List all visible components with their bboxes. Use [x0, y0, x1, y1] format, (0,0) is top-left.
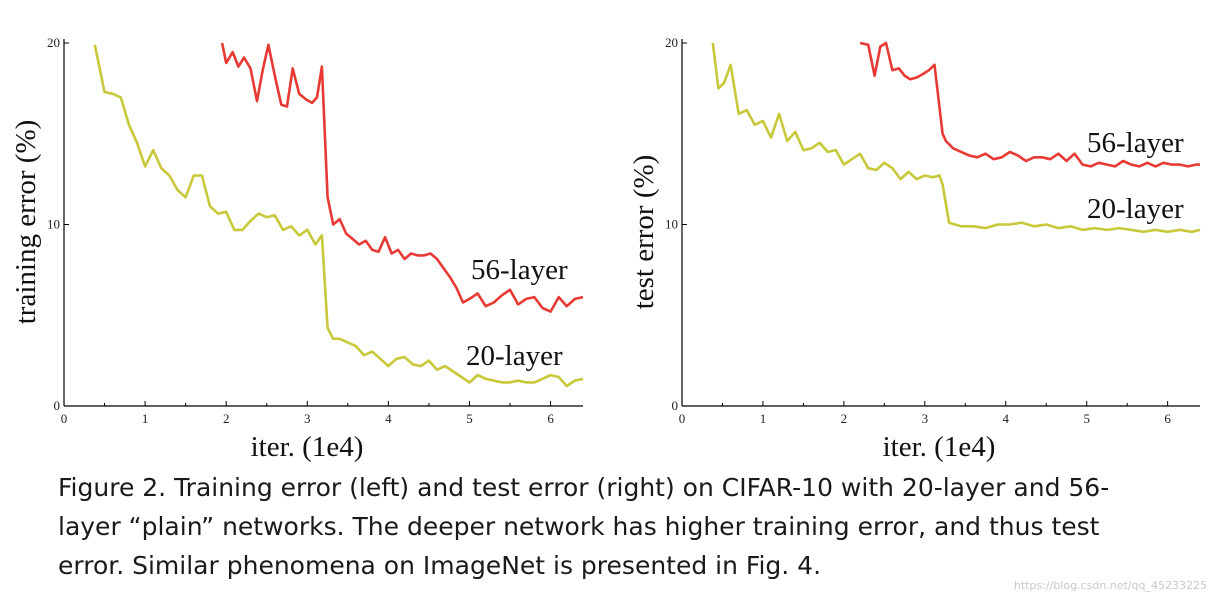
test-series-20-layer-line	[711, 42, 1201, 234]
train-series-56-layer-line	[220, 42, 584, 313]
test-x-tick-label: 4	[1003, 411, 1010, 426]
train-series-20-layer-label: 20-layer	[466, 340, 563, 372]
test-series-20-layer-label: 20-layer	[1087, 193, 1184, 225]
train-x-tick-label: 2	[223, 411, 230, 426]
test-y-tick-label: 20	[665, 35, 678, 50]
test-x-tick-label: 3	[922, 411, 929, 426]
test-x-tick-label: 5	[1083, 411, 1090, 426]
train-series-20-layer-line	[93, 44, 584, 388]
test-x-tick-label: 1	[760, 411, 767, 426]
train-x-tick-label: 4	[385, 411, 392, 426]
watermark: https://blog.csdn.net/qq_45233225	[1013, 579, 1207, 592]
test-x-axis-title: iter. (1e4)	[883, 431, 996, 463]
train-x-tick-label: 5	[466, 411, 473, 426]
train-x-axis-title: iter. (1e4)	[251, 431, 364, 463]
test-y-axis-title: test error (%)	[628, 155, 660, 310]
train-x-tick-label: 0	[61, 411, 68, 426]
train-x-tick-label: 1	[142, 411, 149, 426]
train-y-tick-label: 10	[47, 217, 60, 232]
test-y-tick-label: 0	[672, 398, 679, 413]
test-x-tick-label: 2	[841, 411, 848, 426]
test-x-tick-label: 0	[679, 411, 686, 426]
train-series-56-layer-label: 56-layer	[471, 254, 568, 286]
test-error-chart: 0 1 2 3 4 5 6 0 10 20 iter. (1e4) test error (%) 56-…	[628, 35, 1201, 463]
training-error-chart: 0 1 2 3 4 5 6 0 10 20 iter. (1e4) training error (%…	[10, 35, 584, 463]
test-x-tick-label: 6	[1164, 411, 1171, 426]
train-x-tick-label: 3	[304, 411, 311, 426]
test-series-56-layer-label: 56-layer	[1087, 127, 1184, 159]
train-y-axis-title: training error (%)	[10, 120, 42, 325]
train-x-tick-label: 6	[547, 411, 554, 426]
test-series-56-layer-line	[859, 41, 1200, 168]
figure-caption: Figure 2. Training error (left) and test…	[58, 473, 1110, 580]
train-y-tick-label: 20	[47, 35, 60, 50]
train-y-tick-label: 0	[54, 398, 61, 413]
test-y-tick-label: 10	[665, 217, 678, 232]
